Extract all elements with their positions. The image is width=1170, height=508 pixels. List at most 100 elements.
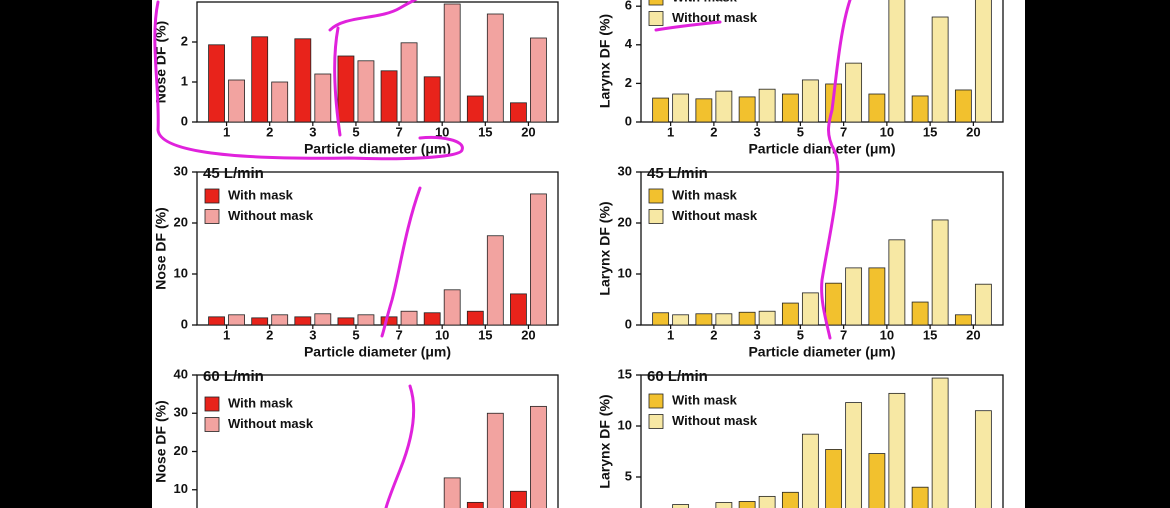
y-tick-label: 0 (625, 316, 632, 331)
x-tick-label: 10 (435, 124, 449, 139)
bar (530, 37, 547, 123)
x-tick-label: 1 (667, 124, 674, 139)
x-tick-label: 2 (266, 124, 273, 139)
x-tick-label: 3 (754, 124, 761, 139)
x-tick-label: 5 (797, 124, 804, 139)
bar (486, 13, 504, 123)
x-tick-label: 15 (478, 327, 492, 342)
bar (845, 402, 863, 508)
bar (825, 282, 843, 326)
annotation-stroke (153, 0, 464, 161)
plot-frame (196, 171, 559, 326)
bar (974, 0, 992, 123)
annotation-stroke (328, 0, 418, 137)
x-tick-label: 20 (966, 327, 980, 342)
bar (954, 314, 972, 326)
bar (888, 239, 906, 326)
legend-label: Without mask (672, 413, 758, 428)
y-tick-label: 4 (625, 36, 633, 51)
x-tick-label: 2 (710, 124, 717, 139)
bar (423, 312, 441, 326)
bar (228, 314, 245, 326)
legend-label: Without mask (672, 10, 758, 25)
chart-title: 45 L/min (647, 165, 708, 182)
bar (652, 97, 670, 123)
legend-label: With mask (672, 0, 738, 4)
bar (781, 93, 799, 123)
bar (380, 316, 398, 326)
bar (758, 310, 776, 326)
legend-swatch (648, 11, 664, 26)
bar (825, 449, 843, 508)
bar (510, 490, 527, 508)
chart-title: 60 L/min (203, 368, 264, 385)
bar (443, 289, 461, 326)
x-tick-label: 3 (754, 327, 761, 342)
chart-panel: 0 10 20 30 Nose DF (%) 1 2 3 5 7 10 15 20 Particle di… (153, 163, 559, 360)
legend-label: With mask (228, 187, 294, 202)
x-tick-label: 5 (352, 327, 359, 342)
bar (337, 317, 355, 326)
annotation-stroke (380, 186, 422, 338)
x-tick-label: 1 (223, 124, 230, 139)
bar (974, 410, 992, 508)
bar (888, 392, 906, 508)
y-tick-label: 5 (625, 468, 632, 483)
bar (715, 90, 733, 123)
bar (294, 38, 312, 123)
annotation-stroke (654, 20, 722, 32)
bar (337, 55, 355, 123)
y-tick-label: 1 (181, 73, 188, 88)
x-tick-label: 7 (395, 327, 402, 342)
x-tick-label: 3 (309, 124, 316, 139)
x-tick-label: 3 (309, 327, 316, 342)
bar (931, 219, 949, 326)
bar (911, 486, 929, 508)
bar (208, 316, 225, 326)
legend-swatch (648, 209, 664, 224)
y-tick-label: 30 (618, 163, 632, 178)
bar (845, 62, 863, 123)
y-tick-label: 2 (181, 33, 188, 48)
y-axis-title: Nose DF (%) (153, 207, 169, 289)
y-tick-label: 2 (625, 75, 632, 90)
y-tick-label: 0 (181, 316, 188, 331)
bar (443, 3, 461, 123)
y-tick-label: 6 (625, 0, 632, 13)
bar (251, 36, 269, 123)
bar (911, 301, 929, 326)
x-axis-title: Particle diameter (μm) (304, 344, 451, 360)
y-axis-title: Nose DF (%) (153, 400, 169, 482)
chart-panel: 5 10 15 Larynx DF (%) 60 L/min With mask Witho… (597, 366, 1004, 508)
bar (758, 88, 776, 123)
bar (911, 95, 929, 123)
bar (380, 70, 398, 123)
y-tick-label: 15 (618, 366, 632, 381)
bar (400, 42, 418, 123)
plot-frame (640, 374, 1004, 508)
bar (314, 73, 332, 123)
bar (486, 412, 504, 508)
bar (251, 317, 269, 326)
bar (357, 60, 375, 123)
bar (510, 102, 527, 123)
bar (845, 267, 863, 326)
bar (271, 314, 289, 326)
chart-panel: 0 10 20 30 Larynx DF (%) 1 2 3 5 7 10 15 20 Particle … (597, 163, 1004, 360)
bar (486, 235, 504, 326)
x-tick-label: 1 (223, 327, 230, 342)
bar (271, 81, 289, 123)
y-tick-label: 10 (618, 265, 632, 280)
y-tick-label: 30 (174, 163, 188, 178)
bar (208, 44, 225, 123)
x-axis-title: Particle diameter (μm) (304, 141, 451, 157)
pen-annotations (153, 0, 852, 508)
y-tick-label: 40 (174, 366, 188, 381)
y-axis-title: Larynx DF (%) (597, 201, 613, 295)
chart-title: 45 L/min (203, 165, 264, 182)
legend-label: Without mask (672, 208, 758, 223)
x-tick-label: 15 (923, 327, 937, 342)
legend-label: With mask (228, 395, 294, 410)
bar (868, 267, 886, 326)
